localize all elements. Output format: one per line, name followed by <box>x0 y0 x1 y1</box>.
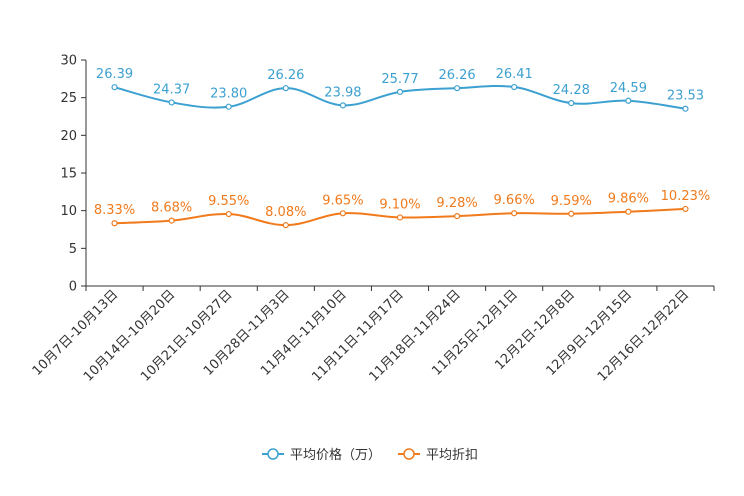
data-label: 25.77 <box>381 72 418 87</box>
data-label: 26.41 <box>496 67 533 82</box>
y-tick-label: 0 <box>69 280 77 295</box>
data-label: 26.26 <box>438 68 475 83</box>
data-point <box>396 214 404 221</box>
data-label: 26.39 <box>96 67 133 82</box>
legend-label: 平均价格（万） <box>290 447 381 463</box>
data-label: 10.23% <box>661 189 711 204</box>
data-label: 9.10% <box>379 197 420 212</box>
data-point <box>511 83 518 91</box>
data-label: 24.37 <box>153 82 190 97</box>
series-layer: 26.39 24.37 23.80 26.26 23.98 25.77 26.26 26.41… <box>94 67 711 229</box>
data-point <box>568 99 575 107</box>
data-point <box>282 222 289 229</box>
y-tick-label: 30 <box>60 54 77 69</box>
legend-item-avg-discount: 平均折扣 <box>398 448 478 463</box>
y-tick-label: 10 <box>60 204 77 219</box>
data-point <box>568 210 575 217</box>
y-tick-label: 15 <box>60 167 77 182</box>
legend: 平均价格（万） 平均折扣 <box>262 447 478 463</box>
data-point <box>511 210 518 217</box>
data-label: 23.53 <box>667 89 704 104</box>
data-label: 9.28% <box>436 196 477 211</box>
data-point <box>339 210 347 217</box>
data-label: 8.68% <box>151 201 192 216</box>
data-label: 9.86% <box>608 192 649 207</box>
data-point <box>682 105 689 112</box>
data-point <box>111 84 118 91</box>
legend-item-avg-price: 平均价格（万） <box>262 447 381 463</box>
axes: 05101520253010月7日-10月13日10月14日-10月20日10月… <box>30 54 715 385</box>
data-label: 26.26 <box>267 68 304 83</box>
data-label: 8.08% <box>265 205 306 220</box>
legend-label: 平均折扣 <box>426 448 478 463</box>
y-tick-label: 25 <box>60 91 77 106</box>
data-point <box>225 103 232 110</box>
data-label: 9.66% <box>494 193 535 208</box>
data-label: 9.55% <box>208 194 249 209</box>
y-tick-label: 20 <box>60 129 77 144</box>
data-point <box>682 205 689 213</box>
data-label: 9.59% <box>551 194 592 209</box>
y-tick-label: 5 <box>69 242 77 257</box>
legend-circle-marker <box>403 448 415 460</box>
data-point <box>111 220 118 227</box>
data-label: 9.65% <box>322 193 363 208</box>
data-label: 8.33% <box>94 203 135 218</box>
data-point <box>225 210 232 218</box>
data-point <box>282 85 289 92</box>
data-label: 24.59 <box>610 81 647 96</box>
data-point <box>453 85 461 92</box>
data-label: 23.98 <box>324 85 361 100</box>
legend-circle-marker <box>267 448 279 460</box>
data-point <box>339 102 347 109</box>
data-point <box>168 217 175 224</box>
data-point <box>453 212 461 220</box>
data-label: 24.28 <box>553 83 590 98</box>
data-point <box>625 208 632 215</box>
series-avg-discount: 8.33% 8.68% 9.55% 8.08% 9.65% 9.10% 9.28% 9.66%… <box>94 189 711 229</box>
data-point <box>625 97 632 104</box>
data-point <box>168 99 175 106</box>
data-label: 23.80 <box>210 87 247 102</box>
data-point <box>396 88 404 95</box>
series-avg-price: 26.39 24.37 23.80 26.26 23.98 25.77 26.26 26.41… <box>96 67 704 112</box>
